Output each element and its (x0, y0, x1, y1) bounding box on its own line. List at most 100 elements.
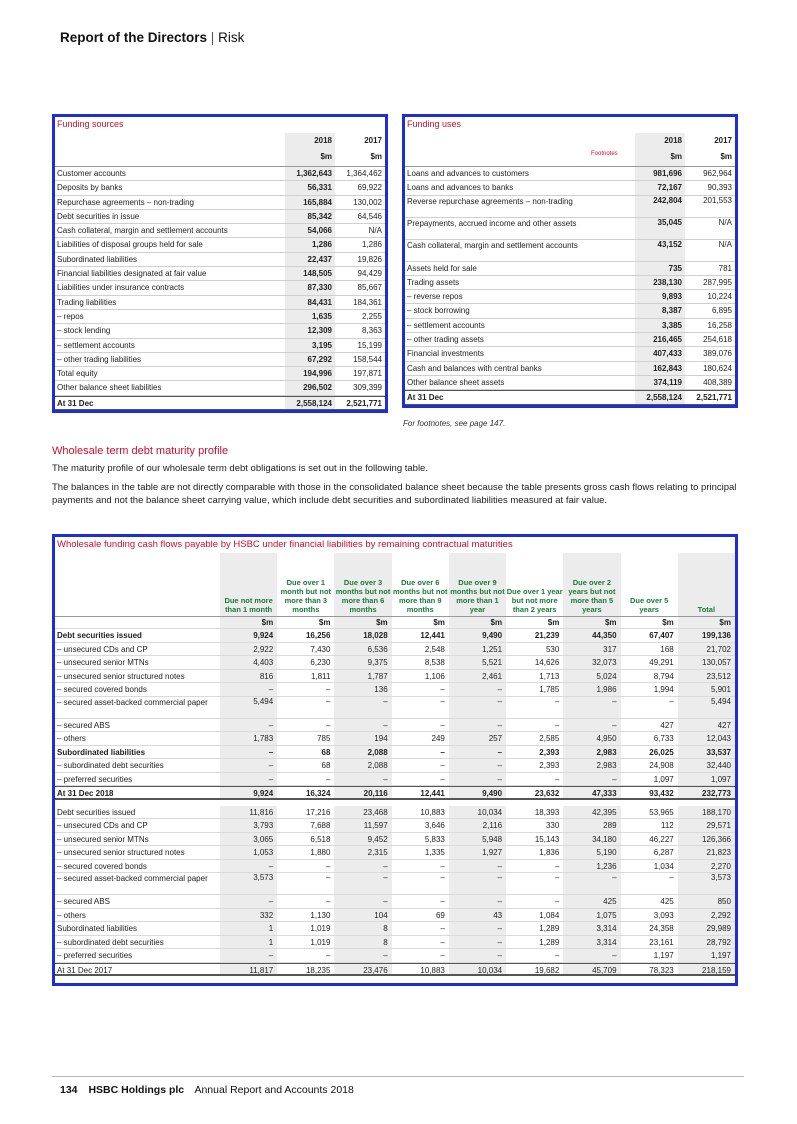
value-cell: 1,811 (311, 671, 331, 681)
value-cell: – (554, 861, 560, 871)
value-cell: 1,713 (539, 671, 560, 681)
row-label: – unsecured CDs and CP (57, 644, 148, 654)
row-label: Other balance sheet liabilities (57, 383, 162, 393)
year-col-2017: 2017 $m (335, 133, 385, 167)
value-2017: 64,546 (357, 211, 382, 221)
value-cell: 14,626 (534, 658, 560, 667)
value-cell: – (220, 895, 278, 908)
unit-cell: $m (677, 617, 735, 628)
value-cell: 46,227 (649, 834, 674, 844)
value-2018: 12,309 (285, 324, 335, 338)
value-2017: 85,667 (357, 283, 382, 293)
value-cell: 23,468 (334, 805, 392, 818)
value-2017: 1,364,462 (346, 169, 382, 178)
value-cell: – (325, 720, 331, 730)
value-cell: – (448, 745, 507, 758)
unit-cell: $m (563, 617, 621, 628)
page-footer: 134 HSBC Holdings plc Annual Report and … (60, 1084, 354, 1096)
table-row: Financial liabilities designated at fair… (55, 267, 385, 282)
value-2017: 184,361 (353, 297, 382, 307)
value-cell: 17,216 (305, 807, 331, 817)
row-label: – reverse repos (407, 292, 463, 302)
value-2018: 216,465 (635, 333, 685, 347)
table-row: – secured covered bonds – –136– –1,785 1,986… (55, 683, 735, 697)
value-cell: 5,024 (563, 669, 621, 682)
value-cell: 194 (334, 732, 392, 745)
table-row: Trading liabilities 84,431 184,361 (55, 295, 385, 310)
value-cell: – (448, 759, 507, 772)
value-cell: – (440, 696, 445, 706)
value-cell: 29,571 (677, 819, 735, 832)
header-separator: | (210, 30, 215, 45)
funding-sources-body: Customer accounts 1,362,643 1,364,462 Depos… (55, 167, 385, 411)
value-cell: 53,965 (649, 807, 674, 817)
value-cell: 5,494 (220, 696, 278, 718)
row-label: – unsecured senior structured notes (57, 848, 185, 857)
value-2018: 165,884 (285, 195, 335, 209)
units-row: $m $m $m $m $m $m $m $m $m (55, 617, 735, 629)
row-label: Repurchase agreements – non-trading (57, 197, 194, 207)
value-cell: – (325, 873, 331, 882)
value-cell: 816 (220, 669, 278, 682)
value-cell: 16,324 (305, 789, 331, 798)
row-label: – other trading assets (407, 335, 484, 345)
value-cell: – (220, 759, 278, 772)
value-2018: 9,893 (635, 290, 685, 304)
table-row: Deposits by banks 56,331 69,922 (55, 181, 385, 196)
unit-cell: $m (547, 618, 560, 627)
value-2017: 90,393 (707, 183, 732, 193)
table-row: Cash and balances with central banks 162,… (405, 361, 735, 376)
value-cell: 23,476 (334, 963, 392, 975)
value-2017: 2,521,771 (346, 398, 382, 408)
value-cell: 10,034 (448, 963, 507, 975)
row-label: At 31 Dec 2017 (57, 965, 113, 975)
value-2018: 67,292 (285, 352, 335, 367)
value-2018: 735 (635, 261, 685, 275)
value-cell: 112 (660, 821, 674, 830)
value-cell: 8 (334, 922, 392, 935)
table-row: Other balance sheet assets 374,119 408,389 (405, 375, 735, 391)
value-cell: 1,783 (220, 732, 278, 745)
value-cell: 2,088 (334, 759, 392, 772)
value-cell: – (554, 951, 560, 960)
value-2017: 201,553 (703, 195, 732, 205)
value-cell: – (554, 897, 560, 906)
value-cell: 104 (334, 908, 392, 921)
unit-cell: $m (220, 617, 278, 628)
value-cell: 21,702 (677, 642, 735, 655)
value-cell: – (440, 774, 445, 784)
value-2018: 242,804 (635, 195, 685, 217)
value-cell: 28,792 (677, 935, 735, 948)
value-cell: 29,989 (677, 922, 735, 935)
value-cell: 330 (545, 821, 560, 830)
value-cell: 5,901 (677, 683, 735, 696)
page-number: 134 (60, 1084, 78, 1096)
value-cell: 4,950 (563, 732, 621, 745)
row-label: – preferred securities (57, 951, 133, 960)
value-cell: – (440, 720, 445, 730)
value-2017: 408,389 (703, 377, 732, 387)
value-cell: – (220, 772, 278, 785)
wholesale-table-body: $m $m $m $m $m $m $m $m $m Debt securities issued… (55, 617, 735, 976)
value-cell: – (440, 761, 445, 770)
value-cell: 2,393 (539, 747, 560, 757)
value-cell: 20,116 (334, 787, 392, 798)
row-label: Prepayments, accrued income and other as… (407, 218, 577, 228)
value-cell: – (448, 935, 507, 948)
value-2017: 158,544 (353, 354, 382, 364)
value-2018: 1,362,643 (285, 167, 335, 181)
row-label: Reverse repurchase agreements – non-trad… (407, 196, 573, 206)
value-cell: 68 (321, 761, 331, 770)
value-cell: 427 (660, 720, 674, 730)
maturity-bucket-header: Due over 6 months but not more than 9 mo… (391, 553, 449, 617)
value-cell: 78,323 (649, 965, 674, 975)
value-cell: 3,573 (220, 873, 278, 894)
value-cell: 32,073 (563, 656, 621, 669)
table-row: Assets held for sale 735 781 (405, 261, 735, 276)
wholesale-funding-table: Wholesale funding cash flows payable by … (52, 534, 738, 986)
value-cell: 2,983 (563, 745, 621, 758)
value-cell: – (448, 922, 507, 935)
maturity-bucket-header: Due over 1 year but not more than 2 year… (506, 553, 564, 617)
value-2018: 3,385 (635, 318, 685, 333)
unit-cell: $m (448, 617, 507, 628)
